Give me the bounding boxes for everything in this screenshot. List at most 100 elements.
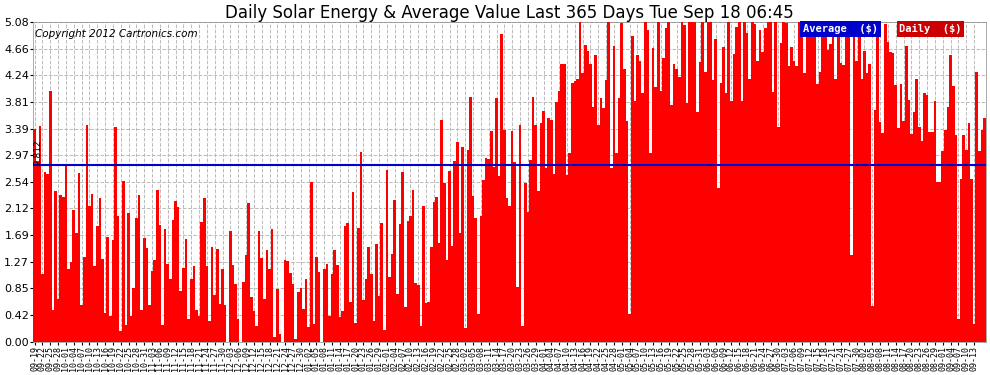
Bar: [276, 289, 278, 342]
Bar: [294, 339, 297, 342]
Bar: [850, 255, 852, 342]
Bar: [967, 123, 970, 342]
Bar: [54, 191, 56, 342]
Bar: [344, 226, 346, 342]
Bar: [965, 150, 967, 342]
Bar: [704, 72, 707, 342]
Bar: [391, 254, 393, 342]
Bar: [501, 34, 503, 342]
Bar: [161, 326, 163, 342]
Bar: [396, 294, 399, 342]
Bar: [738, 9, 741, 342]
Bar: [736, 27, 738, 342]
Bar: [830, 44, 832, 342]
Bar: [472, 196, 474, 342]
Bar: [334, 251, 336, 342]
Bar: [171, 219, 174, 342]
Bar: [487, 159, 490, 342]
Bar: [221, 269, 224, 342]
Bar: [315, 257, 318, 342]
Bar: [725, 93, 728, 342]
Bar: [503, 130, 506, 342]
Bar: [629, 314, 631, 342]
Bar: [331, 274, 334, 342]
Bar: [981, 129, 983, 342]
Bar: [289, 273, 292, 342]
Bar: [623, 69, 626, 342]
Bar: [257, 231, 260, 342]
Bar: [782, 9, 785, 342]
Bar: [506, 198, 508, 342]
Bar: [383, 330, 386, 342]
Bar: [351, 192, 354, 342]
Bar: [576, 79, 579, 342]
Bar: [273, 337, 276, 342]
Bar: [464, 328, 466, 342]
Bar: [417, 285, 420, 342]
Bar: [177, 207, 179, 342]
Bar: [694, 9, 696, 342]
Bar: [163, 229, 166, 342]
Bar: [292, 284, 294, 342]
Bar: [970, 179, 973, 342]
Bar: [214, 295, 216, 342]
Bar: [182, 267, 185, 342]
Bar: [235, 284, 237, 342]
Text: Copyright 2012 Cartronics.com: Copyright 2012 Cartronics.com: [36, 29, 198, 39]
Bar: [85, 124, 88, 342]
Bar: [179, 291, 182, 342]
Bar: [114, 127, 117, 342]
Bar: [80, 305, 83, 342]
Bar: [433, 202, 436, 342]
Text: Daily  ($): Daily ($): [899, 24, 961, 34]
Bar: [717, 188, 720, 342]
Bar: [302, 309, 305, 342]
Bar: [952, 86, 954, 342]
Bar: [798, 9, 801, 342]
Bar: [466, 150, 469, 342]
Bar: [436, 198, 438, 342]
Bar: [929, 132, 931, 342]
Bar: [761, 52, 764, 342]
Bar: [644, 9, 646, 342]
Bar: [47, 174, 49, 342]
Bar: [248, 203, 249, 342]
Bar: [284, 260, 286, 342]
Bar: [934, 101, 937, 342]
Bar: [67, 269, 70, 342]
Bar: [461, 147, 464, 342]
Bar: [229, 231, 232, 342]
Bar: [271, 229, 273, 342]
Bar: [56, 299, 59, 342]
Bar: [618, 98, 621, 342]
Bar: [573, 81, 576, 342]
Bar: [109, 316, 112, 342]
Bar: [393, 200, 396, 342]
Bar: [978, 152, 981, 342]
Bar: [243, 282, 245, 342]
Bar: [318, 272, 321, 342]
Bar: [326, 264, 329, 342]
Bar: [730, 101, 733, 342]
Bar: [166, 264, 169, 342]
Bar: [479, 216, 482, 342]
Bar: [748, 79, 751, 342]
Bar: [613, 46, 615, 342]
Bar: [516, 287, 519, 342]
Bar: [44, 172, 47, 342]
Bar: [892, 53, 895, 342]
Bar: [412, 190, 415, 342]
Bar: [571, 83, 573, 342]
Bar: [838, 27, 840, 342]
Bar: [957, 319, 959, 342]
Bar: [203, 198, 206, 342]
Bar: [962, 135, 965, 342]
Bar: [59, 195, 62, 342]
Bar: [524, 183, 527, 342]
Bar: [787, 66, 790, 342]
Bar: [766, 9, 769, 342]
Bar: [430, 247, 433, 342]
Bar: [364, 279, 367, 342]
Bar: [407, 221, 409, 342]
Bar: [547, 118, 550, 342]
